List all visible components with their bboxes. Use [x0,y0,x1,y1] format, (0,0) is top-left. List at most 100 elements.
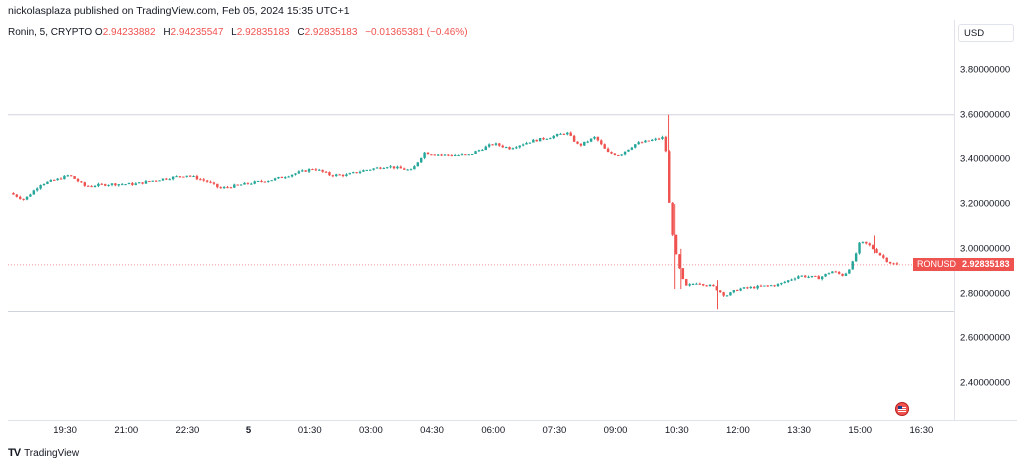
candle-up [521,144,525,146]
candle-up [769,285,773,287]
candle-down [392,166,396,169]
candle-down [178,176,182,178]
candle-up [637,142,640,145]
candle-down [321,169,324,172]
time-tick-label: 10:30 [664,425,689,436]
candle-up [525,142,528,145]
candle-up [345,174,348,177]
candle-up [623,151,627,155]
candle-up [273,178,277,181]
candle-up [168,179,171,181]
legend-high-label: H [163,27,171,38]
candle-up [297,171,301,174]
candle-up [776,284,780,287]
candle-down [875,249,878,253]
candle-down [613,153,617,156]
candle-down [141,182,144,184]
candle-up [797,276,800,279]
candle-up [742,287,746,289]
candle-down [865,241,868,244]
candle-up [49,179,53,182]
candle-up [158,180,161,182]
candle-down [219,187,222,189]
candle-up [161,178,165,181]
candle-up [644,140,647,143]
candle-down [803,275,807,278]
candle-up [470,153,474,155]
candle-down [596,136,600,141]
candle-down [892,263,895,265]
candle-down [882,255,885,258]
candle-down [450,155,454,157]
candle-down [182,176,185,178]
candle-down [331,175,335,177]
candle-down [712,284,715,287]
candle-down [148,181,151,183]
legend-high: 2.94235547 [170,27,224,38]
candle-up [32,190,36,195]
candle-up [460,154,464,156]
candle-up [627,149,630,152]
candle-down [328,172,331,176]
candle-down [746,287,749,289]
ohlc-legend: Ronin, 5, CRYPTO O2.94233882 H2.94235547… [8,27,468,38]
candle-up [307,169,311,172]
tradingview-logo[interactable]: TV TradingView [8,447,79,459]
candle-up [848,269,851,274]
candle-up [256,181,260,183]
candle-up [46,181,49,184]
candle-down [311,169,314,171]
candle-up [861,241,865,243]
candle-down [572,135,576,142]
candle-down [814,275,817,277]
us-flag-icon[interactable] [895,402,909,416]
candle-up [389,166,392,168]
candle-up [559,133,562,135]
candle-down [600,140,603,145]
candle-up [518,145,521,148]
candle-down [837,271,841,274]
candle-up [233,184,236,188]
candle-down [579,143,583,146]
candle-down [698,283,702,285]
candle-up [419,157,423,163]
candle-up [504,147,508,149]
legend-change: −0.01365381 (−0.46%) [365,27,468,38]
candle-up [481,150,484,152]
candle-down [702,284,705,286]
candle-down [657,138,661,140]
candle-up [63,175,66,180]
candle-down [752,286,756,289]
candle-up [93,186,97,188]
candle-up [124,184,127,186]
candle-down [73,176,76,179]
candle-down [868,243,871,246]
candle-up [185,175,188,177]
candle-up [695,283,698,285]
currency-button[interactable]: USD [958,24,1014,42]
candle-down [447,154,450,156]
candle-up [515,147,518,149]
candle-down [603,144,606,149]
candle-up [732,290,736,293]
time-tick-label: 09:00 [603,425,628,436]
price-tick-label: 2.80000000 [960,288,1011,300]
candle-down [773,285,776,287]
candle-up [117,184,120,186]
candle-down [542,137,545,140]
candle-down [718,290,722,293]
candle-up [549,138,552,140]
candle-down [246,182,250,184]
candle-up [494,143,498,145]
candle-up [171,176,175,180]
candle-up [290,174,294,177]
candle-up [382,168,386,170]
candle-up [243,182,246,185]
candle-up [831,271,834,274]
candle-down [209,181,212,183]
candle-down [640,142,644,144]
candle-up [110,183,114,185]
candle-up [708,284,712,287]
candle-up [783,281,787,283]
